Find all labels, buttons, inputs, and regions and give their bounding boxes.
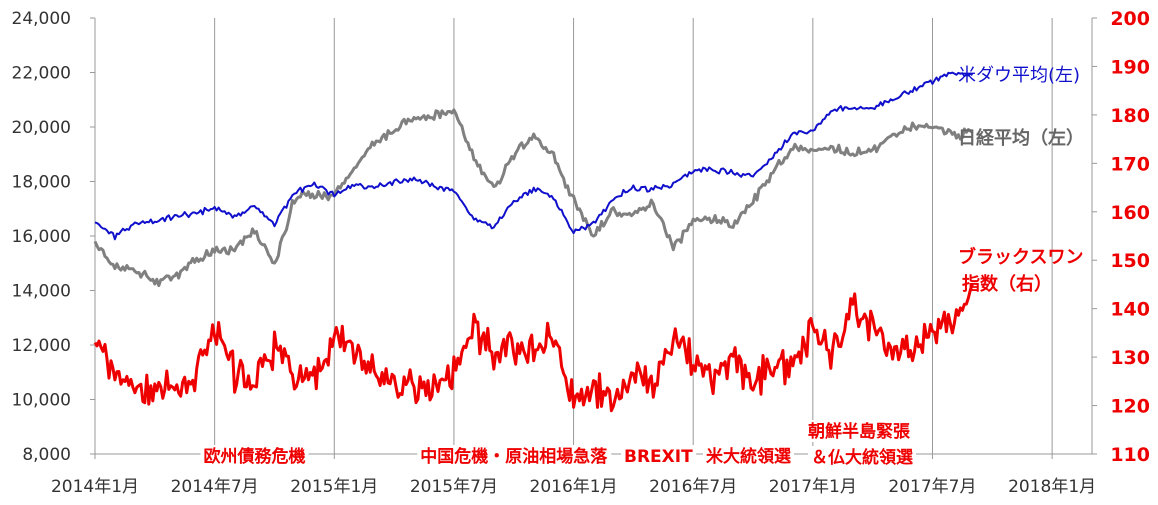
annotation-background [621, 445, 697, 467]
left-tick-label: 14,000 [12, 282, 71, 302]
right-tick-label: 150 [1110, 250, 1150, 272]
right-axis: 110 120 130 140 150 160 170 180 190 200 [1091, 8, 1150, 466]
gridlines [214, 18, 1053, 454]
x-tick-label: 2017年1月 [769, 477, 857, 497]
annotation-label: 欧州債務危機 [204, 446, 306, 467]
legend-label-nikkei: 日経平均（左） [958, 127, 1084, 149]
left-tick-label: 8,000 [22, 445, 71, 465]
right-tick-label: 130 [1110, 347, 1150, 369]
right-tick-label: 160 [1110, 202, 1150, 224]
legend-label-dow: 米ダウ平均(左) [958, 65, 1080, 86]
left-tick-label: 22,000 [12, 64, 71, 84]
right-tick-label: 170 [1110, 153, 1150, 175]
left-tick-label: 24,000 [12, 9, 71, 29]
right-tick-label: 190 [1110, 56, 1150, 78]
annotation-label: 中国危機・原油相場急落 [420, 446, 608, 467]
x-tick-label: 2017年7月 [888, 477, 976, 497]
right-tick-label: 200 [1110, 8, 1150, 30]
legend-label-black-swan-line1: ブラックスワン [958, 246, 1083, 268]
x-tick-label: 2016年7月 [649, 477, 737, 497]
right-tick-label: 120 [1110, 396, 1150, 418]
left-tick-label: 10,000 [12, 391, 71, 411]
annotation-background [417, 445, 612, 467]
annotation-background [200, 445, 309, 467]
dow-line [94, 71, 974, 241]
left-tick-label: 16,000 [12, 227, 71, 247]
series-lines [93, 71, 974, 413]
left-tick-label: 18,000 [12, 173, 71, 193]
right-tick-label: 140 [1110, 299, 1150, 321]
x-tick-label: 2016年1月 [530, 477, 618, 497]
annotation-background [808, 446, 916, 468]
annotation-label: 米大統領選 [706, 446, 791, 467]
annotation-label: 朝鮮半島緊張 [808, 421, 911, 442]
x-tick-label: 2014年1月 [51, 477, 139, 497]
annotation-label: ＆仏大統領選 [811, 447, 913, 468]
x-tick-label: 2018年1月 [1008, 477, 1096, 497]
right-tick-label: 180 [1110, 105, 1150, 127]
x-tick-label: 2015年7月 [410, 477, 498, 497]
x-tick-label: 2014年7月 [171, 477, 259, 497]
annotation-label: BREXIT [624, 447, 693, 467]
nikkei-line [93, 108, 974, 288]
legend-label-black-swan-line2: 指数（右） [962, 273, 1052, 295]
x-tick-label: 2015年1月 [290, 477, 378, 497]
annotation-background [805, 420, 914, 442]
left-tick-label: 12,000 [12, 336, 71, 356]
black-swan-line [93, 283, 974, 413]
right-tick-label: 110 [1110, 444, 1150, 466]
left-tick-label: 20,000 [12, 118, 71, 138]
left-axis: 8,000 10,000 12,000 14,000 16,000 18,000 20,00… [12, 9, 96, 465]
annotation-background [703, 445, 794, 467]
